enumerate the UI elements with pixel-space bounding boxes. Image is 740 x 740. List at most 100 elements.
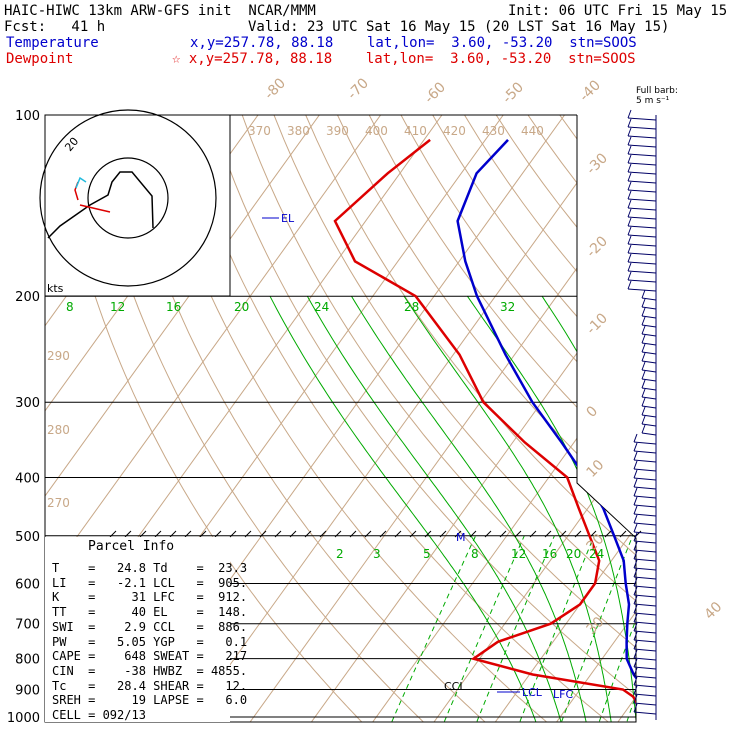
wind-barb-flag xyxy=(633,667,638,677)
wind-barb-flag xyxy=(633,532,638,542)
hatch-mark xyxy=(544,530,552,538)
wind-barb-flag xyxy=(641,325,646,335)
isotherm-label: 30 xyxy=(584,614,608,638)
theta-e-label: 32 xyxy=(500,300,515,314)
wind-barb-flag xyxy=(633,631,638,641)
temperature-legend-label: Temperature xyxy=(6,35,99,51)
wind-barbs xyxy=(627,109,657,720)
hatch-mark xyxy=(589,530,597,538)
ccl-label: CCL xyxy=(444,680,466,693)
isotherm-label: 10 xyxy=(584,457,608,481)
wind-barb-flag xyxy=(627,154,632,164)
dry-adiabat xyxy=(114,115,494,722)
hodograph-units: kts xyxy=(47,282,64,295)
wind-barb xyxy=(641,306,657,310)
wind-barb xyxy=(627,243,657,247)
hatch-mark xyxy=(319,530,327,538)
wind-barb xyxy=(633,684,657,688)
wind-barb-flag xyxy=(633,505,638,515)
theta-label: 280 xyxy=(47,423,70,437)
wind-barb-flag xyxy=(641,415,646,425)
mixing-ratio-line xyxy=(595,535,636,722)
wind-barb-flag xyxy=(641,316,646,326)
wind-barb-flag xyxy=(641,352,646,362)
mixing-ratio-label: 12 xyxy=(511,547,526,561)
dry-adiabat xyxy=(591,115,636,722)
isotherm-line xyxy=(182,115,627,722)
header-model: HAIC-HIWC 13km ARW-GFS init NCAR/MMM xyxy=(4,3,316,19)
moist-adiabat xyxy=(403,295,613,722)
dry-adiabat xyxy=(719,115,740,730)
hatch-mark xyxy=(514,530,522,538)
isotherm-label: 0 xyxy=(584,403,602,421)
wind-barb-flag xyxy=(633,433,638,443)
wind-barb xyxy=(641,414,657,418)
mixing-ratio-label: 16 xyxy=(542,547,557,561)
wind-barb xyxy=(627,198,657,202)
wind-barb xyxy=(633,504,657,508)
pressure-tick-label: 300 xyxy=(15,396,40,411)
parcel-info-row: PW = 5.05 YGP = 0.1 xyxy=(52,634,248,649)
wind-barb xyxy=(633,513,657,517)
lfc-label: LFC xyxy=(553,688,573,701)
wind-barb xyxy=(633,522,657,526)
parcel-info-row: K = 31 LFC = 912. xyxy=(52,590,248,605)
parcel-info-row: CAPE = 648 SWEAT = 217 xyxy=(52,649,248,664)
hatch-mark xyxy=(124,530,132,538)
wind-barb xyxy=(627,225,657,229)
mixing-ratio-label: 24 xyxy=(589,547,604,561)
wind-barb-flag xyxy=(627,253,632,263)
wind-barb-flag xyxy=(633,496,638,506)
hatch-mark xyxy=(184,530,192,538)
isotherm-label: -70 xyxy=(345,75,372,102)
dry-adiabat xyxy=(241,115,636,722)
wind-barb-flag xyxy=(627,136,632,146)
wind-barb xyxy=(641,315,657,319)
wind-barb xyxy=(627,252,657,256)
hatch-mark xyxy=(394,530,402,538)
theta-e-label: 12 xyxy=(110,300,125,314)
wind-barb xyxy=(633,639,657,643)
wind-barb-flag xyxy=(627,190,632,200)
wind-barb xyxy=(633,702,657,706)
pressure-tick-label: 800 xyxy=(15,653,40,668)
hatch-mark xyxy=(244,530,252,538)
wind-barb xyxy=(627,180,657,184)
theta-label: 390 xyxy=(326,124,349,138)
wind-barb xyxy=(627,144,657,148)
wind-barb xyxy=(633,486,657,490)
hatch-mark xyxy=(619,530,627,538)
wind-barb-flag xyxy=(633,559,638,569)
wind-barb xyxy=(627,126,657,130)
wind-barb xyxy=(627,216,657,220)
temperature-trace xyxy=(456,139,636,715)
isotherm-line xyxy=(489,115,636,722)
dry-adiabat xyxy=(432,115,636,722)
hatch-mark xyxy=(304,530,312,538)
hatch-mark xyxy=(469,530,477,538)
parcel-cell: CELL = 092/13 xyxy=(52,708,146,722)
wind-barb xyxy=(633,630,657,634)
wind-barb xyxy=(633,468,657,472)
dry-adiabat xyxy=(368,115,636,722)
wind-barb xyxy=(633,477,657,481)
wind-barb xyxy=(641,423,657,427)
parcel-info-row: TT = 40 EL = 148. xyxy=(52,605,248,620)
wind-barb xyxy=(633,612,657,616)
wind-barb xyxy=(627,261,657,265)
wind-barb-flag xyxy=(627,109,632,119)
wind-barb-flag xyxy=(627,199,632,209)
moist-adiabat xyxy=(466,295,636,722)
wind-barb-flag xyxy=(641,370,646,380)
wind-barb xyxy=(633,540,657,544)
wind-barb-flag xyxy=(627,163,632,173)
wind-barb xyxy=(633,657,657,661)
wind-barb xyxy=(641,369,657,373)
wind-barb-flag xyxy=(641,361,646,371)
dry-adiabat xyxy=(687,115,740,730)
hatch-mark xyxy=(229,530,237,538)
wind-barb-flag xyxy=(633,595,638,605)
wind-barb-flag xyxy=(627,280,632,290)
dewpoint-location: ☆ x,y=257.78, 88.18 lat,lon= 3.60, -53.2… xyxy=(172,51,636,67)
hatch-mark xyxy=(214,530,222,538)
